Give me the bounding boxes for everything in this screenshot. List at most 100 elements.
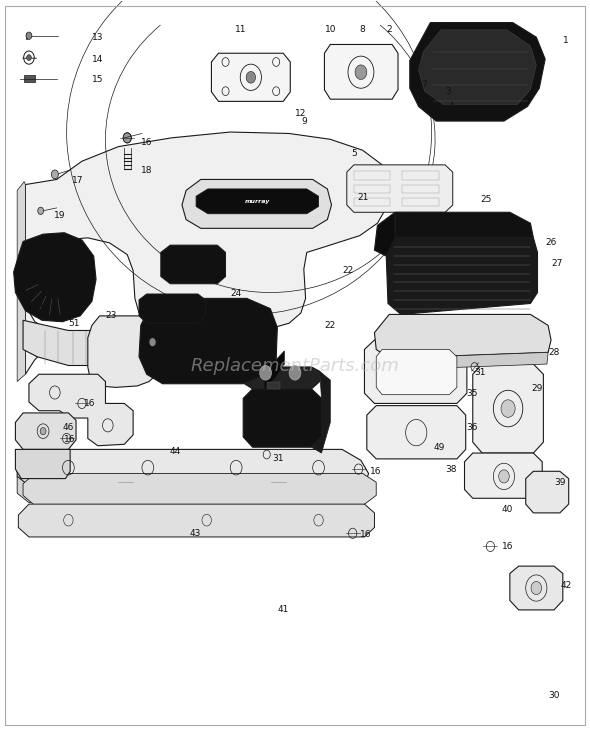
Text: 29: 29 [532, 385, 543, 393]
Circle shape [27, 55, 31, 61]
Text: 1: 1 [563, 37, 569, 45]
Text: 40: 40 [502, 505, 513, 515]
Polygon shape [376, 349, 457, 395]
Text: 13: 13 [92, 33, 104, 42]
Polygon shape [23, 474, 376, 506]
Text: 23: 23 [106, 311, 117, 320]
Text: 39: 39 [554, 478, 566, 487]
Text: 7: 7 [422, 80, 427, 89]
Text: 26: 26 [545, 238, 557, 247]
Polygon shape [24, 75, 35, 83]
Text: 18: 18 [141, 166, 152, 175]
Polygon shape [15, 413, 76, 450]
Text: 6: 6 [422, 95, 427, 104]
Polygon shape [139, 298, 277, 384]
Circle shape [38, 207, 44, 214]
Text: 21: 21 [357, 193, 368, 202]
Text: 5: 5 [351, 149, 357, 159]
Text: 15: 15 [92, 75, 104, 84]
Polygon shape [526, 471, 569, 513]
Text: 16: 16 [84, 399, 96, 408]
Polygon shape [375, 212, 395, 256]
Text: 4: 4 [448, 102, 454, 111]
Polygon shape [376, 352, 548, 370]
Text: 2: 2 [386, 26, 392, 34]
Text: 8: 8 [360, 26, 366, 34]
Polygon shape [464, 453, 542, 499]
Polygon shape [88, 316, 163, 387]
Polygon shape [17, 477, 365, 503]
Text: 16: 16 [370, 467, 381, 476]
Polygon shape [473, 364, 543, 453]
Polygon shape [367, 406, 466, 459]
Text: 25: 25 [481, 194, 492, 204]
Text: 49: 49 [434, 443, 445, 452]
Text: 16: 16 [141, 138, 152, 148]
Text: 37: 37 [257, 433, 268, 442]
Text: 17: 17 [71, 176, 83, 186]
Text: 51: 51 [68, 319, 80, 327]
Text: 12: 12 [295, 109, 307, 118]
Text: 34: 34 [248, 352, 260, 361]
Polygon shape [386, 238, 537, 314]
Circle shape [531, 581, 542, 594]
Text: 19: 19 [54, 211, 65, 220]
Text: 27: 27 [551, 259, 563, 268]
Text: 16: 16 [502, 542, 514, 551]
Text: 48: 48 [32, 303, 44, 311]
Polygon shape [365, 340, 467, 404]
Text: 43: 43 [189, 529, 201, 538]
Text: 11: 11 [235, 26, 247, 34]
Text: 45: 45 [307, 401, 319, 410]
Text: 42: 42 [560, 581, 571, 591]
Polygon shape [510, 566, 563, 610]
Circle shape [149, 338, 156, 346]
Text: 9: 9 [301, 116, 307, 126]
Text: 33: 33 [157, 339, 168, 348]
Polygon shape [23, 320, 102, 366]
Text: 38: 38 [445, 465, 457, 474]
Circle shape [289, 366, 301, 380]
Circle shape [51, 170, 58, 178]
Text: 32: 32 [161, 321, 172, 330]
Text: 24: 24 [231, 289, 242, 298]
Text: 16: 16 [64, 436, 76, 444]
Polygon shape [14, 232, 96, 322]
Polygon shape [375, 314, 551, 358]
Text: 36: 36 [466, 423, 477, 432]
Text: 16: 16 [360, 530, 371, 539]
Circle shape [260, 366, 271, 380]
Polygon shape [18, 504, 375, 537]
Polygon shape [182, 179, 332, 228]
Polygon shape [243, 389, 322, 447]
Text: 47: 47 [204, 339, 215, 348]
Polygon shape [15, 450, 70, 479]
Text: 30: 30 [548, 691, 560, 700]
Text: 50: 50 [31, 265, 43, 273]
Text: ReplacementParts.com: ReplacementParts.com [191, 357, 399, 374]
Text: 28: 28 [548, 348, 560, 357]
Text: 35: 35 [466, 389, 477, 398]
Polygon shape [25, 132, 389, 374]
Polygon shape [264, 351, 284, 391]
Text: 3: 3 [445, 88, 451, 96]
Circle shape [499, 470, 509, 483]
Circle shape [26, 32, 32, 39]
Polygon shape [347, 165, 453, 212]
Circle shape [246, 72, 255, 83]
Polygon shape [17, 450, 369, 486]
Text: 10: 10 [324, 26, 336, 34]
Circle shape [501, 400, 515, 417]
Text: 22: 22 [324, 321, 336, 330]
Polygon shape [243, 367, 320, 389]
Circle shape [123, 133, 132, 143]
Polygon shape [161, 245, 225, 284]
Text: 20: 20 [194, 250, 205, 259]
Polygon shape [139, 294, 205, 323]
Text: 22: 22 [342, 266, 353, 275]
Polygon shape [196, 189, 319, 213]
Text: 46: 46 [63, 423, 74, 432]
Polygon shape [324, 45, 398, 99]
Circle shape [40, 428, 46, 435]
Text: 31: 31 [475, 368, 486, 377]
